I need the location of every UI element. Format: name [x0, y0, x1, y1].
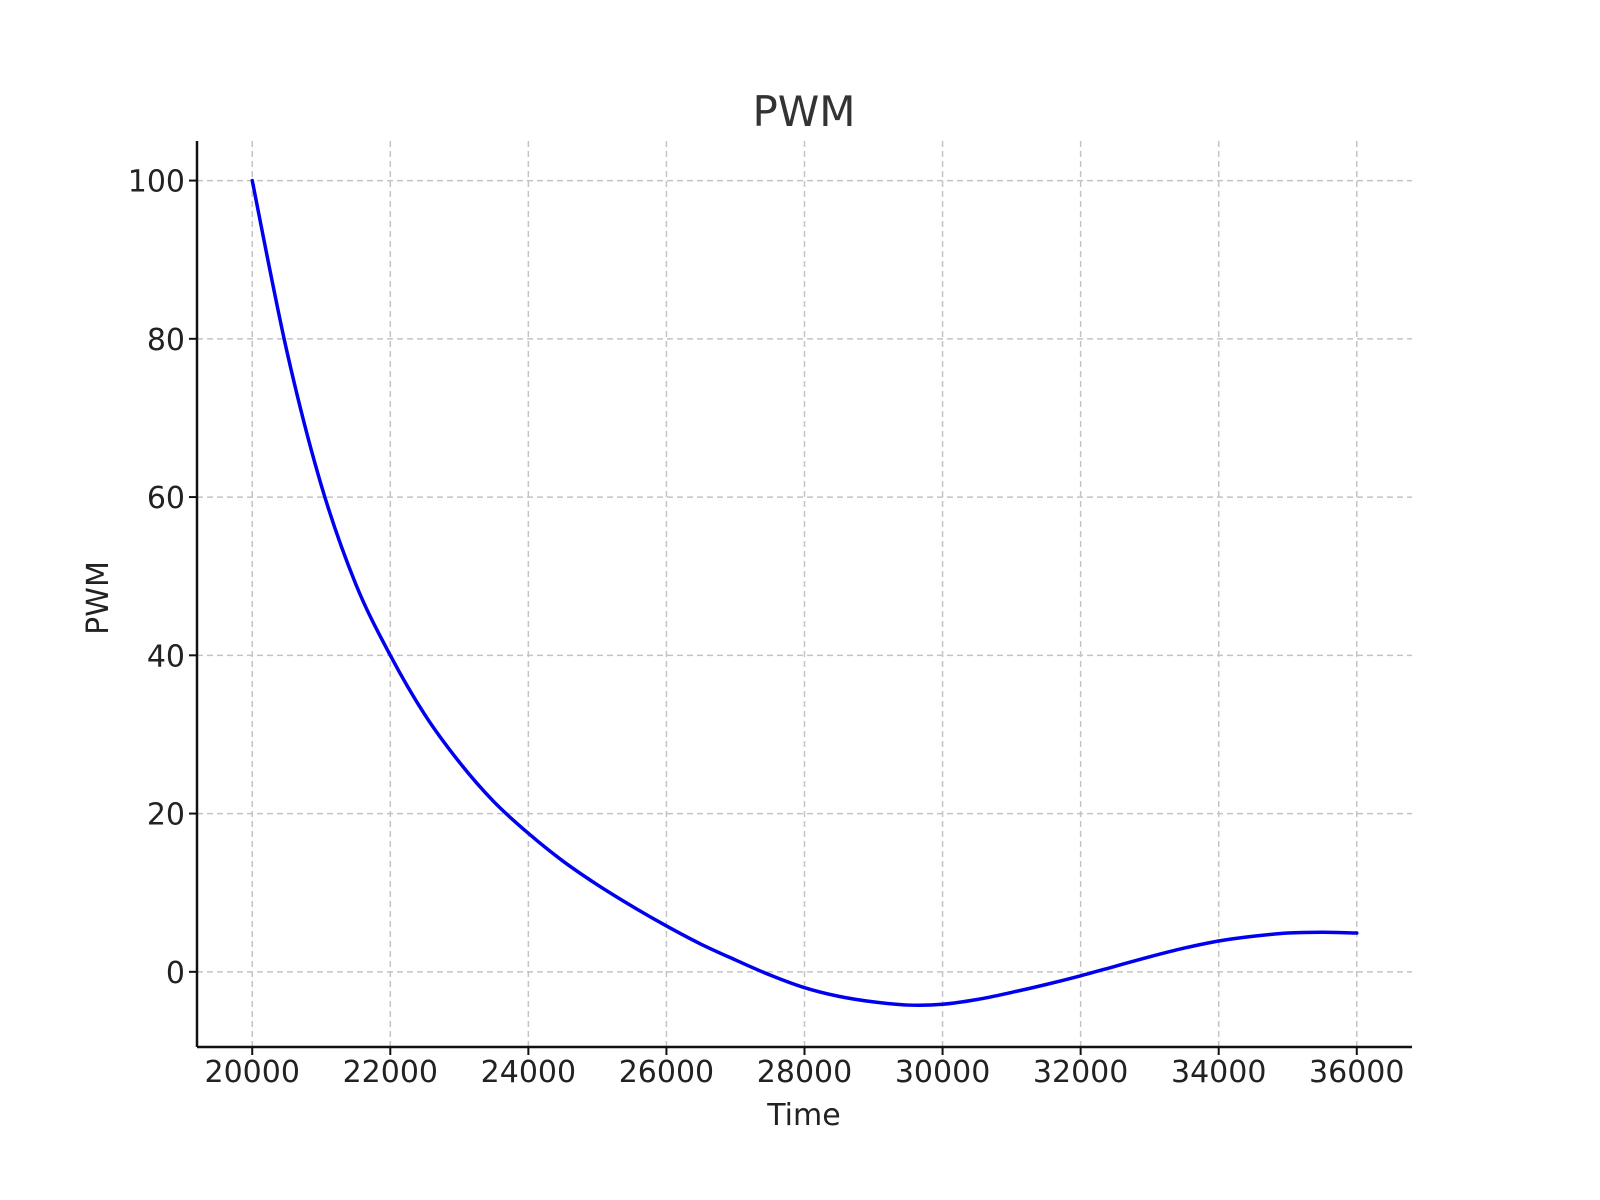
pwm-series-line: [250, 178, 1359, 1007]
y-tick-label: 20: [147, 798, 185, 833]
x-axis-label: Time: [766, 1098, 840, 1133]
x-axis-ticks: 20000 22000 24000 26000 28000 30000 32000 34000…: [205, 1047, 1404, 1090]
x-tick-label: 28000: [757, 1055, 852, 1090]
x-tick-label: 36000: [1309, 1055, 1404, 1090]
y-axis-label: PWM: [81, 561, 116, 635]
grid: [197, 141, 1412, 1047]
y-tick-label: 60: [147, 481, 185, 516]
x-tick-label: 26000: [619, 1055, 714, 1090]
y-tick-label: 0: [166, 956, 185, 991]
x-tick-label: 20000: [205, 1055, 300, 1090]
x-tick-label: 32000: [1033, 1055, 1128, 1090]
x-tick-label: 34000: [1171, 1055, 1266, 1090]
y-axis-ticks: 0 20 40 60 80 100: [128, 165, 197, 991]
chart-title: PWM: [752, 87, 855, 136]
series-layer: [250, 178, 1359, 1007]
x-tick-label: 22000: [343, 1055, 438, 1090]
y-tick-label: 40: [147, 639, 185, 674]
y-tick-label: 100: [128, 165, 185, 200]
x-tick-label: 30000: [895, 1055, 990, 1090]
x-tick-label: 24000: [481, 1055, 576, 1090]
y-tick-label: 80: [147, 323, 185, 358]
